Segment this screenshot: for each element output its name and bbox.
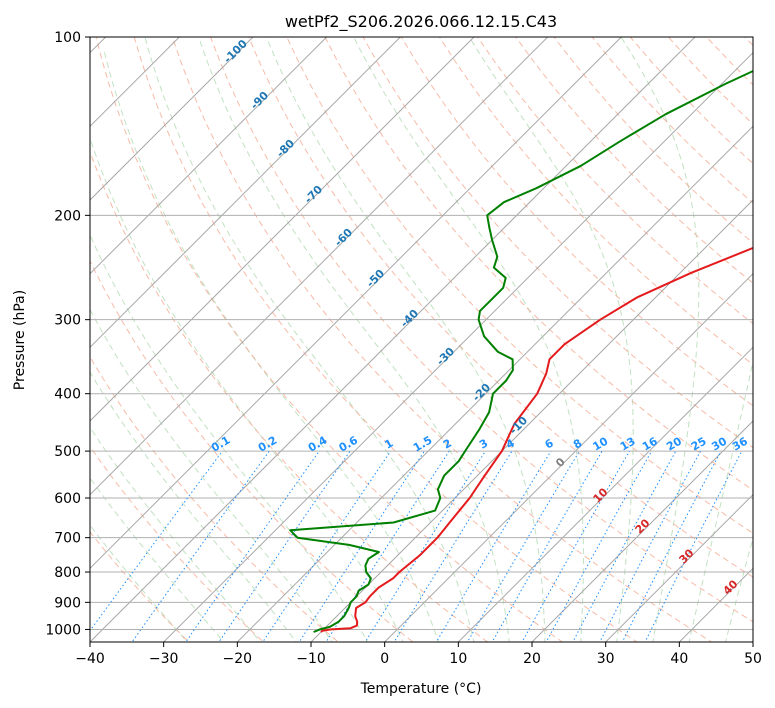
- isotherm--100: [90, 37, 254, 201]
- moist-adiabat-10: [144, 37, 475, 642]
- mixing-ratio-line-8: [466, 450, 580, 642]
- x-tick-label-0: 0: [380, 651, 389, 667]
- moist-adiabat-40: [688, 358, 753, 642]
- moist-adiabat-0: [90, 136, 404, 642]
- mixing-ratio-line-20: [572, 450, 677, 642]
- isotherm--70: [90, 37, 475, 422]
- moist-adiabat-35: [620, 37, 700, 642]
- x-axis: −40 −30 −20 −10 0 10 20 30 40 50: [75, 642, 762, 667]
- dry-adiabat--20: [90, 445, 265, 642]
- plot-frame: [89, 36, 754, 643]
- y-axis: 100 200 300 400 500 600 700 800 900 1000: [45, 30, 90, 638]
- x-tick-label-30: 30: [597, 651, 615, 667]
- y-tick-label-600: 600: [54, 491, 81, 507]
- y-tick-label-400: 400: [54, 387, 81, 403]
- profile-series: [289, 69, 753, 633]
- x-tick-label--20: −20: [223, 651, 253, 667]
- isotherm--20: [236, 125, 753, 642]
- x-tick-label-40: 40: [670, 651, 688, 667]
- moist-adiabat-25: [353, 37, 584, 642]
- y-tick-label-300: 300: [54, 313, 81, 329]
- y-tick-label-800: 800: [54, 565, 81, 581]
- isobars: [90, 37, 753, 630]
- moist-adiabat--25: [90, 477, 225, 642]
- y-tick-label-100: 100: [54, 30, 81, 46]
- isotherm--60: [90, 37, 549, 496]
- isotherm-0: [384, 272, 753, 642]
- temperature-profile-line: [320, 246, 753, 633]
- isotherm--80: [90, 37, 401, 349]
- mixing-ratio-line-6: [435, 450, 552, 642]
- x-tick-label-50: 50: [744, 651, 762, 667]
- moist-adiabat-5: [103, 49, 440, 642]
- dry-adiabat-10: [90, 150, 489, 642]
- x-axis-label: Temperature (°C): [360, 681, 482, 697]
- y-axis-label: Pressure (hPa): [12, 290, 28, 390]
- mixing-ratio-line-25: [599, 450, 701, 642]
- mixing-ratio-line-3: [364, 450, 486, 642]
- chart-title: wetPf2_S206.2026.066.12.15.C43: [285, 12, 557, 32]
- moist-adiabat-20: [265, 37, 546, 642]
- isotherm--30: [163, 51, 753, 642]
- mixing-ratio-line-0.6: [218, 450, 351, 642]
- dry-adiabat-30: [133, 37, 638, 642]
- mixing-ratio-line-4: [393, 450, 513, 642]
- x-tick-label--10: −10: [296, 651, 326, 667]
- isotherm-10: [457, 346, 753, 642]
- y-tick-label-900: 900: [54, 595, 81, 611]
- mixing-ratio-line-16: [545, 450, 653, 642]
- y-tick-label-1000: 1000: [45, 622, 81, 638]
- moist-adiabat--15: [90, 371, 297, 642]
- dry-adiabat-60: [248, 37, 753, 578]
- dry-adiabat-0: [90, 259, 414, 642]
- isotherm--50: [90, 37, 622, 570]
- isotherm-30: [605, 493, 753, 642]
- dry-adiabat--10: [90, 356, 339, 642]
- mixing-ratio-line-1: [262, 450, 392, 642]
- isotherm-20: [531, 420, 753, 642]
- dry-adiabat-80: [324, 37, 753, 491]
- x-tick-label--40: −40: [75, 651, 105, 667]
- dry-adiabat-40: [171, 37, 713, 642]
- dry-adiabat-90: [362, 37, 753, 449]
- isotherm--90: [90, 37, 328, 275]
- x-tick-label-10: 10: [449, 651, 467, 667]
- dry-adiabats: [90, 37, 753, 642]
- moist-adiabat--20: [90, 426, 261, 642]
- dry-adiabat-130: [515, 37, 753, 284]
- isotherms: [90, 37, 753, 642]
- dewpoint-profile-line: [289, 69, 753, 633]
- dry-adiabat-20: [95, 37, 564, 642]
- mixing-ratio-line-0.2: [131, 450, 270, 642]
- x-tick-label-20: 20: [523, 651, 541, 667]
- mixing-ratio-line-10: [491, 450, 603, 642]
- moist-adiabat-30: [468, 37, 634, 642]
- moist-adiabat--30: [90, 524, 188, 642]
- dry-adiabat--30: [90, 531, 190, 642]
- isotherm--40: [90, 37, 696, 642]
- isotherm--10: [310, 199, 753, 642]
- mixing-ratio-line-1.5: [298, 450, 425, 642]
- moist-adiabat-15: [198, 37, 510, 642]
- x-tick-label--30: −30: [149, 651, 179, 667]
- moist-adiabat-45: [725, 536, 753, 642]
- y-tick-label-200: 200: [54, 208, 81, 224]
- dry-adiabat-50: [209, 37, 753, 623]
- y-tick-label-500: 500: [54, 444, 81, 460]
- y-tick-label-700: 700: [54, 531, 81, 547]
- moist-adiabat--5: [90, 233, 369, 642]
